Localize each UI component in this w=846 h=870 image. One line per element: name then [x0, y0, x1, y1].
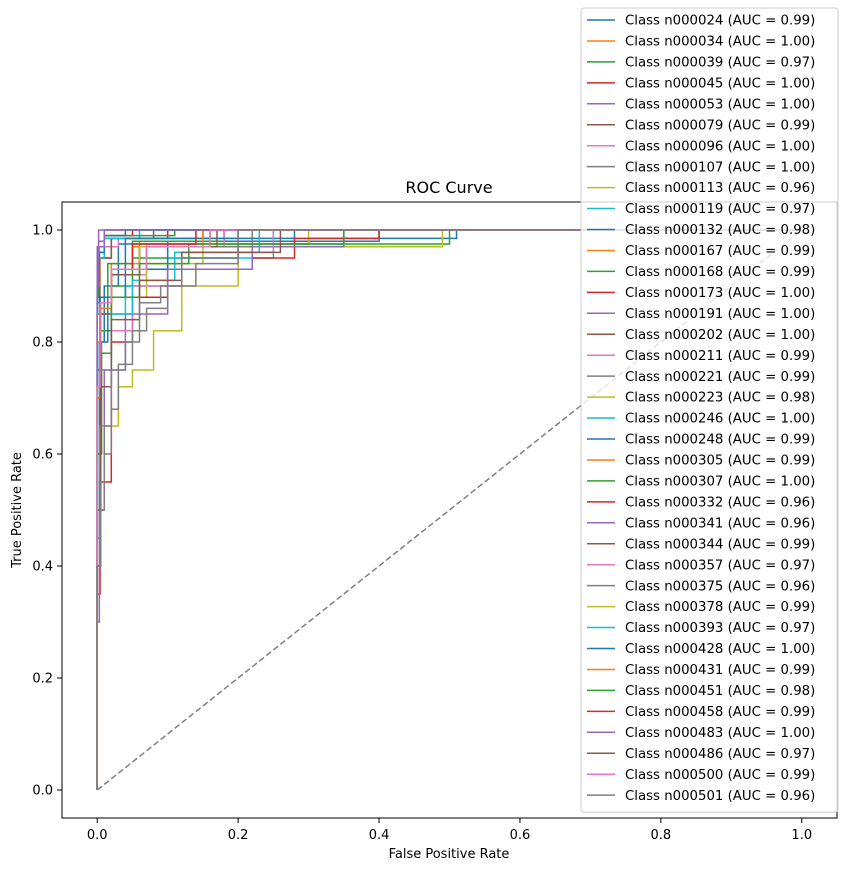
legend-box	[580, 7, 839, 813]
legend-label: Class n000375 (AUC = 0.96)	[625, 579, 815, 594]
legend-label: Class n000167 (AUC = 0.99)	[625, 244, 815, 259]
y-axis: 0.0 0.2 0.4 0.6 0.8 1.0	[32, 224, 62, 799]
plot-area	[96, 229, 803, 791]
legend-label: Class n000034 (AUC = 1.00)	[625, 35, 815, 50]
x-tick-label: 0.6	[510, 828, 531, 843]
y-tick-label: 0.4	[32, 560, 53, 575]
y-tick-label: 0.6	[32, 448, 53, 463]
y-tick-label: 0.0	[32, 784, 53, 799]
legend-label: Class n000458 (AUC = 0.99)	[625, 705, 815, 720]
legend-label: Class n000221 (AUC = 0.99)	[625, 370, 815, 385]
legend-label: Class n000393 (AUC = 0.97)	[625, 621, 815, 636]
legend-label: Class n000024 (AUC = 0.99)	[625, 14, 815, 29]
legend-label: Class n000119 (AUC = 0.97)	[625, 202, 815, 217]
legend-label: Class n000168 (AUC = 0.99)	[625, 265, 815, 280]
legend-label: Class n000483 (AUC = 1.00)	[625, 726, 815, 741]
legend-label: Class n000357 (AUC = 0.97)	[625, 558, 815, 573]
x-tick-label: 0.8	[651, 828, 672, 843]
chart-title: ROC Curve	[405, 178, 492, 197]
roc-curve-series-28	[96, 229, 802, 790]
x-axis-label: False Positive Rate	[389, 847, 510, 862]
legend-label: Class n000501 (AUC = 0.96)	[625, 789, 815, 804]
legend-label: Class n000079 (AUC = 0.99)	[625, 118, 815, 133]
legend-label: Class n000246 (AUC = 1.00)	[625, 412, 815, 427]
legend-label: Class n000132 (AUC = 0.98)	[625, 223, 815, 238]
roc-curve-series-38	[96, 229, 802, 790]
legend: Class n000024 (AUC = 0.99) Class n000034 …	[580, 7, 839, 813]
x-tick-label: 0.2	[228, 828, 249, 843]
legend-label: Class n000173 (AUC = 1.00)	[625, 286, 815, 301]
legend-label: Class n000305 (AUC = 0.99)	[625, 454, 815, 469]
legend-label: Class n000500 (AUC = 0.99)	[625, 768, 815, 783]
legend-label: Class n000053 (AUC = 1.00)	[625, 97, 815, 112]
y-tick-label: 0.2	[32, 672, 53, 687]
legend-label: Class n000191 (AUC = 1.00)	[625, 307, 815, 322]
x-tick-label: 0.4	[369, 828, 390, 843]
legend-label: Class n000107 (AUC = 1.00)	[625, 160, 815, 175]
legend-label: Class n000431 (AUC = 0.99)	[625, 663, 815, 678]
y-axis-label: True Positive Rate	[10, 452, 25, 569]
x-tick-label: 0.0	[87, 828, 108, 843]
legend-label: Class n000211 (AUC = 0.99)	[625, 349, 815, 364]
curves-group	[96, 229, 803, 791]
legend-label: Class n000045 (AUC = 1.00)	[625, 76, 815, 91]
x-tick-label: 1.0	[791, 828, 812, 843]
legend-label: Class n000307 (AUC = 1.00)	[625, 475, 815, 490]
legend-label: Class n000378 (AUC = 0.99)	[625, 600, 815, 615]
legend-label: Class n000248 (AUC = 0.99)	[625, 433, 815, 448]
legend-label: Class n000113 (AUC = 0.96)	[625, 181, 815, 196]
roc-curve-series-37	[96, 229, 802, 790]
legend-label: Class n000332 (AUC = 0.96)	[625, 495, 815, 510]
legend-label: Class n000223 (AUC = 0.98)	[625, 391, 815, 406]
legend-label: Class n000096 (AUC = 1.00)	[625, 139, 815, 154]
legend-label: Class n000344 (AUC = 0.99)	[625, 537, 815, 552]
y-tick-label: 1.0	[32, 224, 53, 239]
legend-label: Class n000341 (AUC = 0.96)	[625, 516, 815, 531]
legend-label: Class n000202 (AUC = 1.00)	[625, 328, 815, 343]
legend-label: Class n000039 (AUC = 0.97)	[625, 56, 815, 71]
roc-curve-series-35	[96, 229, 802, 790]
x-axis: 0.0 0.2 0.4 0.6 0.8 1.0	[87, 818, 812, 843]
y-tick-label: 0.8	[32, 336, 53, 351]
legend-label: Class n000451 (AUC = 0.98)	[625, 684, 815, 699]
legend-label: Class n000428 (AUC = 1.00)	[625, 642, 815, 657]
legend-label: Class n000486 (AUC = 0.97)	[625, 747, 815, 762]
